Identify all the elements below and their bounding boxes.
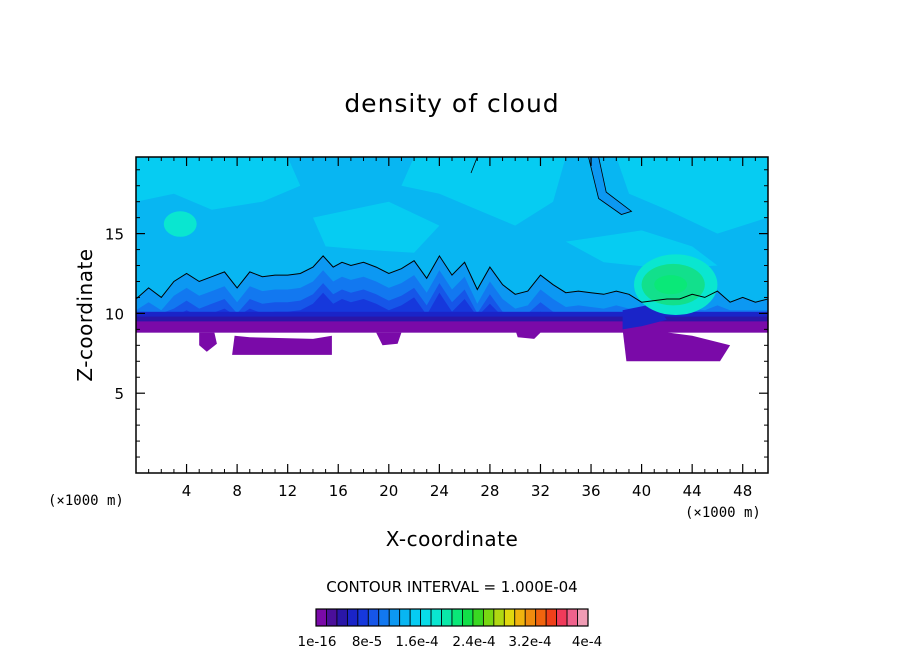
x-tick-label: 44 xyxy=(683,482,702,500)
x-unit-right: (×1000 m) xyxy=(685,505,761,521)
region-purple-patch xyxy=(515,329,541,339)
y-tick-label: 5 xyxy=(114,385,124,403)
region-blue-deep xyxy=(136,311,768,320)
x-axis-label: X-coordinate xyxy=(386,527,519,551)
colorbar-swatch xyxy=(566,608,578,627)
x-tick-label: 20 xyxy=(379,482,398,500)
region-cyan-light xyxy=(616,157,768,234)
colorbar-swatch xyxy=(493,608,505,627)
contour-line xyxy=(136,254,768,303)
colorbar-swatch xyxy=(462,608,474,627)
colorbar-swatch xyxy=(514,608,526,627)
colorbar-swatch xyxy=(441,608,453,627)
region-cyan-light xyxy=(401,157,566,226)
colorbar-swatch xyxy=(336,608,348,627)
colorbar-swatch xyxy=(315,608,327,627)
colorbar-swatch xyxy=(545,608,558,627)
region-blue-streak xyxy=(588,157,633,215)
colorbar-swatch xyxy=(388,608,401,627)
x-tick-label: 24 xyxy=(430,482,449,500)
x-tick-label: 36 xyxy=(581,482,600,500)
colorbar-swatch xyxy=(482,608,495,627)
colorbar-swatch xyxy=(451,608,463,627)
x-tick-label: 32 xyxy=(531,482,550,500)
y-axis-label: Z-coordinate xyxy=(73,248,97,381)
colorbar-swatch xyxy=(399,608,411,627)
x-tick-label: 40 xyxy=(632,482,651,500)
x-tick-label: 12 xyxy=(278,482,297,500)
colorbar-swatch xyxy=(472,608,484,627)
region-purple-base xyxy=(136,321,768,333)
y-tick-label: 15 xyxy=(105,226,124,244)
x-unit-left: (×1000 m) xyxy=(48,493,124,509)
colorbar-swatch xyxy=(556,608,568,627)
region-purple-patch xyxy=(376,332,402,346)
x-tick-label: 8 xyxy=(232,482,242,500)
colorbar-swatch xyxy=(357,608,369,627)
colorbar-labels: 1e-16 8e-5 1.6e-4 2.4e-4 3.2e-4 4e-4 xyxy=(298,634,603,650)
region-teal-patch xyxy=(163,211,197,237)
contour-interval-label: CONTOUR INTERVAL = 1.000E-04 xyxy=(326,578,577,596)
y-tick-label: 10 xyxy=(105,305,124,323)
colorbar-swatch xyxy=(378,608,390,627)
region-purple-patch xyxy=(199,332,217,352)
colorbar-swatch xyxy=(367,608,380,627)
colorbar-swatch xyxy=(346,608,359,627)
colorbar-frame xyxy=(315,608,589,627)
colorbar xyxy=(315,608,589,627)
colorbar-swatch xyxy=(409,608,422,627)
colorbar-swatch xyxy=(420,608,432,627)
colorbar-label: 1.6e-4 xyxy=(395,634,438,650)
x-tick-label: 28 xyxy=(480,482,499,500)
colorbar-label: 4e-4 xyxy=(572,634,602,650)
region-cyan-light xyxy=(136,157,301,210)
colorbar-label: 2.4e-4 xyxy=(452,634,495,650)
colorbar-label: 8e-5 xyxy=(352,634,382,650)
region-cyan-light xyxy=(313,201,440,253)
chart-title: density of cloud xyxy=(344,89,559,118)
region-green-core xyxy=(654,275,688,295)
colorbar-swatch xyxy=(524,608,537,627)
x-tick-label: 16 xyxy=(329,482,348,500)
region-purple-patch xyxy=(622,329,731,362)
colorbar-swatch xyxy=(503,608,516,627)
colorbar-label: 1e-16 xyxy=(298,634,337,650)
contour-line xyxy=(470,157,478,174)
colorbar-swatch xyxy=(326,608,338,627)
colorbar-label: 3.2e-4 xyxy=(508,634,551,650)
colorbar-swatch xyxy=(430,608,442,627)
colorbar-swatch xyxy=(535,608,547,627)
colorbar-swatch xyxy=(577,608,589,627)
x-tick-label: 4 xyxy=(182,482,192,500)
x-tick-label: 48 xyxy=(733,482,752,500)
region-purple-patch xyxy=(232,335,332,355)
